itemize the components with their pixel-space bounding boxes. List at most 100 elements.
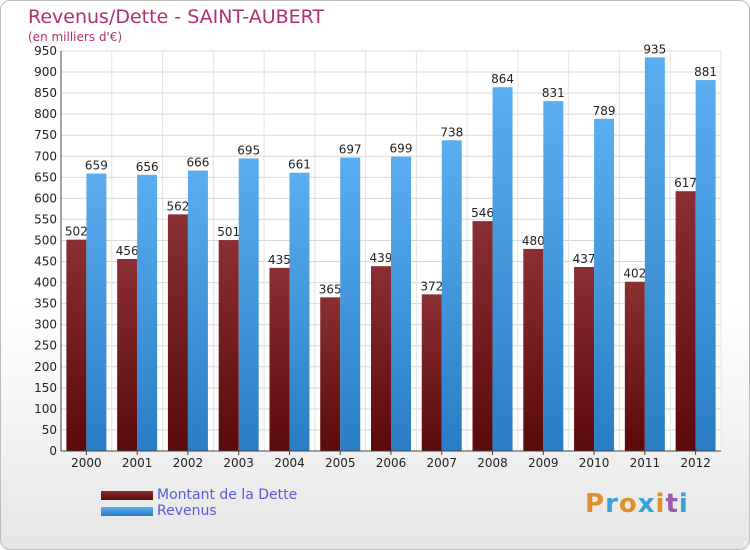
x-tick-label: 2006 [376, 456, 407, 470]
bar-revenus [86, 173, 107, 452]
data-label: 501 [217, 225, 240, 239]
legend-swatch-dette [101, 490, 153, 500]
bar-dette [371, 266, 391, 451]
y-tick-label: 900 [34, 65, 57, 79]
y-tick-label: 700 [34, 149, 57, 163]
y-tick-label: 350 [34, 297, 57, 311]
proxiti-logo: Proxiti [585, 489, 689, 519]
data-label: 372 [420, 279, 443, 293]
legend-label-dette: Montant de la Dette [157, 487, 298, 503]
x-tick-label: 2005 [325, 456, 356, 470]
data-label: 864 [491, 72, 514, 86]
data-label: 617 [674, 176, 697, 190]
bar-dette [269, 267, 290, 451]
chart-subtitle: (en milliers d'€) [28, 30, 123, 44]
data-label: 695 [237, 143, 260, 157]
y-tick-label: 950 [34, 44, 57, 58]
logo-letter: x [637, 489, 656, 519]
y-tick-label: 250 [34, 339, 57, 353]
legend-swatch-revenus [101, 506, 153, 516]
bar-revenus [391, 156, 411, 451]
data-label: 738 [440, 125, 463, 139]
bar-dette [117, 259, 138, 451]
data-label: 562 [166, 199, 189, 213]
logo-letter: t [665, 489, 679, 519]
x-tick-label: 2012 [680, 456, 711, 470]
data-label: 502 [65, 225, 88, 239]
data-label: 666 [186, 156, 209, 170]
bar-revenus [137, 174, 158, 451]
data-label: 789 [593, 104, 616, 118]
bar-dette [218, 240, 239, 451]
data-label: 881 [694, 65, 717, 79]
data-label: 935 [643, 42, 666, 56]
data-label: 456 [116, 244, 139, 258]
bar-dette [675, 191, 696, 452]
y-tick-label: 200 [34, 360, 57, 374]
y-tick-label: 450 [34, 255, 57, 269]
y-tick-label: 100 [34, 402, 57, 416]
data-label: 480 [522, 234, 545, 248]
data-label: 661 [288, 158, 311, 172]
bar-revenus [644, 57, 665, 451]
logo-letter: i [678, 489, 689, 519]
y-tick-label: 150 [34, 381, 57, 395]
x-tick-label: 2003 [223, 456, 254, 470]
legend-item-revenus: Revenus [101, 503, 297, 519]
x-tick-label: 2008 [477, 456, 508, 470]
x-tick-label: 2000 [71, 456, 102, 470]
y-tick-label: 800 [34, 107, 57, 121]
data-label: 699 [390, 142, 413, 156]
data-label: 831 [542, 86, 565, 100]
x-tick-label: 2010 [579, 456, 610, 470]
y-tick-label: 50 [42, 423, 57, 437]
bar-revenus [695, 80, 716, 451]
y-tick-label: 500 [34, 233, 57, 247]
y-tick-label: 550 [34, 212, 57, 226]
bar-dette [421, 294, 442, 451]
y-tick-label: 850 [34, 86, 57, 100]
bar-dette [574, 267, 595, 451]
logo-letter: i [655, 489, 666, 519]
y-tick-label: 600 [34, 191, 57, 205]
bar-revenus [543, 101, 564, 452]
bar-revenus [594, 118, 615, 451]
logo-letter: r [605, 489, 619, 519]
x-tick-label: 2011 [630, 456, 661, 470]
y-axis: 0 50 100 150 200 250 300 350 400 450 500 550 600 650 7… [34, 44, 62, 458]
y-tick-label: 750 [34, 128, 57, 142]
data-label: 656 [136, 160, 159, 174]
legend-item-dette: Montant de la Dette [101, 487, 297, 503]
data-label: 659 [85, 159, 108, 173]
bar-dette [523, 248, 544, 451]
data-label: 697 [339, 143, 362, 157]
bar-revenus [289, 172, 310, 451]
data-label: 546 [471, 206, 494, 220]
x-tick-label: 2004 [274, 456, 305, 470]
data-label: 435 [268, 253, 291, 267]
bar-dette [167, 214, 188, 451]
y-tick-label: 0 [49, 444, 57, 458]
bar-dette [472, 221, 493, 451]
bar-dette [320, 297, 341, 451]
data-label: 402 [623, 267, 646, 281]
y-tick-label: 650 [34, 170, 57, 184]
x-axis: 2000 2001 2002 2003 2004 2005 2006 2007 2008 2009… [61, 450, 721, 470]
bars: 502 659 456 656 562 666 501 695 435 661 365 697 439 6… [65, 42, 717, 452]
data-label: 437 [573, 252, 596, 266]
data-label: 439 [370, 251, 393, 265]
bar-dette [624, 281, 645, 451]
chart-title: Revenus/Dette - SAINT-AUBERT [28, 6, 325, 28]
x-tick-label: 2009 [528, 456, 559, 470]
x-tick-label: 2001 [122, 456, 153, 470]
bar-revenus [187, 170, 208, 451]
legend: Montant de la Dette Revenus [101, 487, 297, 519]
bar-revenus [441, 140, 462, 451]
logo-letter: o [618, 489, 638, 519]
x-tick-label: 2007 [426, 456, 457, 470]
y-tick-label: 300 [34, 318, 57, 332]
legend-label-revenus: Revenus [157, 503, 217, 519]
bar-revenus [340, 157, 361, 452]
